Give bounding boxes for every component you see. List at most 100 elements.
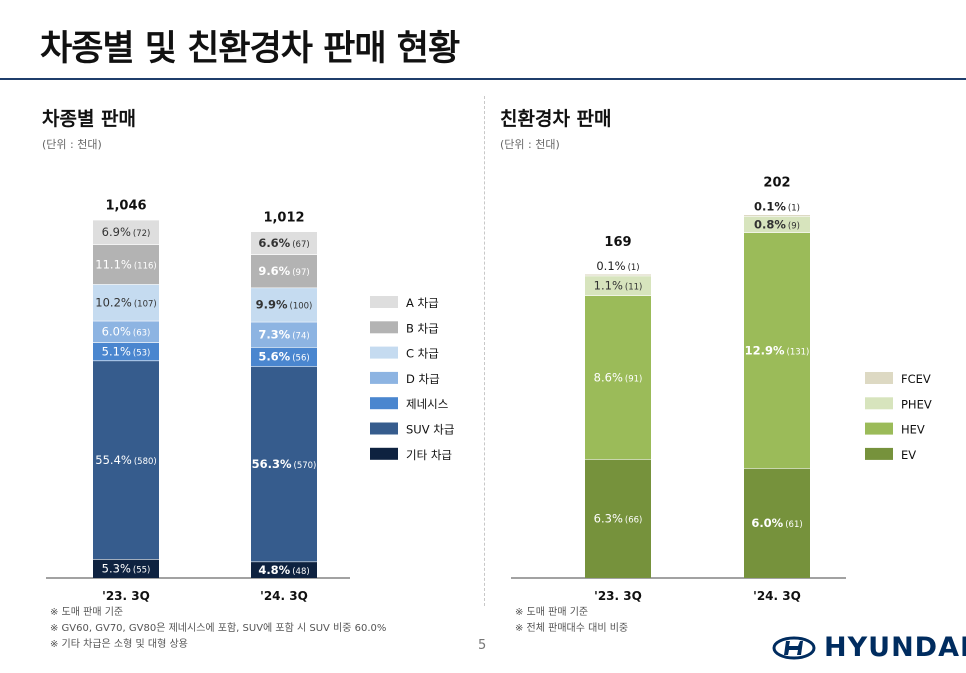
right-footnote: ※ 전체 판매대수 대비 비중 [515, 623, 629, 634]
data-label-count: (1) [628, 263, 640, 273]
data-label: 1.1% (11) [594, 279, 643, 293]
data-label-count: (91) [625, 374, 642, 384]
data-label-pct: 8.6% [594, 370, 623, 384]
bar-total-label: 169 [604, 235, 631, 250]
legend-swatch [370, 371, 398, 384]
data-label-count: (66) [625, 516, 642, 526]
legend-label: A 차급 [406, 296, 439, 310]
data-label-pct: 9.9% [256, 298, 288, 312]
bar-segment [93, 360, 159, 560]
bar-segment [744, 214, 810, 217]
data-label-pct: 4.8% [258, 563, 290, 577]
legend-label: HEV [901, 423, 925, 437]
bar-segment [93, 320, 159, 343]
data-label: 6.3% (66) [594, 512, 643, 526]
vehicle-class-sales-chart: 5.3% (55)55.4% (580)5.1% (53)6.0% (63)10.2%(… [46, 199, 454, 603]
data-label: 10.2% (107) [95, 295, 156, 309]
legend-label: FCEV [901, 372, 931, 386]
bar-segment [251, 321, 317, 348]
right-footnote: ※ 도매 판매 기준 [515, 607, 589, 618]
right-unit-label: (단위 : 천대) [500, 138, 560, 151]
data-label-count: (100) [290, 302, 313, 312]
data-label-pct: 12.9% [745, 343, 785, 357]
data-label: 9.6% (97) [258, 264, 309, 278]
bar-segment [251, 347, 317, 367]
bar-segment [744, 216, 810, 233]
eco-car-sales-chart: 6.3% (66)8.6% (91)1.1% (11)0.1% (1)169'23. 3… [511, 175, 932, 603]
bar-segment [93, 342, 159, 361]
data-label: 6.6% (67) [258, 236, 309, 250]
data-label-pct: 6.6% [258, 236, 290, 250]
category-label: '23. 3Q [594, 589, 642, 603]
data-label-pct: 5.3% [102, 562, 131, 576]
data-label-count: (67) [292, 240, 309, 250]
data-label: 55.4% (580) [95, 453, 156, 467]
left-footnotes: ※ 도매 판매 기준 ※ GV60, GV70, GV80은 제네시스에 포함,… [50, 605, 386, 653]
category-label: '24. 3Q [753, 589, 801, 603]
data-label: 56.3% (570) [252, 457, 317, 471]
data-label: 6.9% (72) [102, 225, 151, 239]
section-divider [484, 96, 485, 606]
bar-segment [251, 254, 317, 288]
legend-label: B 차급 [406, 321, 439, 335]
data-label: 6.0% (63) [102, 325, 151, 339]
bar-total-label: 202 [763, 175, 790, 190]
right-section-title: 친환경차 판매 [500, 108, 612, 130]
legend-label: 제네시스 [406, 397, 448, 411]
data-label-count: (48) [292, 567, 309, 577]
data-label-count: (97) [292, 268, 309, 278]
left-footnote: ※ 기타 차급은 소형 및 대형 상용 [50, 639, 188, 650]
data-label-pct: 56.3% [252, 457, 292, 471]
legend-swatch [370, 422, 398, 435]
page-title: 차종별 및 친환경차 판매 현황 [40, 29, 460, 69]
bar-segment [93, 244, 159, 285]
left-unit-label: (단위 : 천대) [42, 138, 102, 151]
data-label-pct: 55.4% [95, 453, 132, 467]
data-label-pct: 10.2% [95, 295, 132, 309]
data-label-pct: 0.8% [754, 217, 786, 231]
data-label-pct: 9.6% [258, 264, 290, 278]
data-label-pct: 0.1% [596, 259, 625, 273]
left-section-title: 차종별 판매 [42, 108, 137, 130]
bar-segment [251, 231, 317, 255]
data-label-count: (53) [133, 348, 150, 358]
bar-segment [585, 275, 651, 296]
hyundai-emblem-icon [772, 636, 816, 659]
data-label: 0.8% (9) [754, 217, 800, 231]
data-label: 5.6% (56) [258, 350, 309, 364]
data-label: 6.0% (61) [751, 516, 802, 530]
data-label-pct: 6.3% [594, 512, 623, 526]
data-label-pct: 0.1% [754, 199, 786, 213]
brand-name: HYUNDAI [824, 632, 966, 663]
data-label: 5.3% (55) [102, 562, 151, 576]
bar-total-label: 1,046 [105, 199, 146, 214]
data-label-count: (56) [292, 354, 309, 364]
data-label-pct: 5.1% [102, 344, 131, 358]
data-label-pct: 6.0% [751, 516, 783, 530]
data-label-count: (9) [788, 221, 800, 231]
data-label: 8.6% (91) [594, 370, 643, 384]
legend-swatch [370, 447, 398, 460]
title-rule [0, 78, 966, 80]
bar-segment [93, 219, 159, 245]
category-label: '23. 3Q [102, 589, 150, 603]
data-label-pct: 11.1% [95, 257, 132, 271]
legend-label: PHEV [901, 397, 932, 411]
bar-segment [93, 284, 159, 321]
bar-segment [251, 287, 317, 322]
data-label-count: (11) [625, 283, 642, 293]
legend-swatch [370, 397, 398, 410]
data-label: 9.9% (100) [256, 298, 313, 312]
data-label-count: (131) [787, 347, 810, 357]
data-label-count: (74) [292, 331, 309, 341]
category-label: '24. 3Q [260, 589, 308, 603]
legend-label: 기타 차급 [406, 448, 452, 462]
bar-segment [744, 232, 810, 469]
right-footnotes: ※ 도매 판매 기준 ※ 전체 판매대수 대비 비중 [515, 605, 628, 637]
bar-segment [585, 273, 651, 276]
legend-swatch [370, 296, 398, 308]
bar-segment [93, 559, 159, 578]
data-label: 7.3% (74) [258, 327, 309, 341]
data-label-pct: 5.6% [258, 350, 290, 364]
data-label-count: (61) [785, 520, 802, 530]
